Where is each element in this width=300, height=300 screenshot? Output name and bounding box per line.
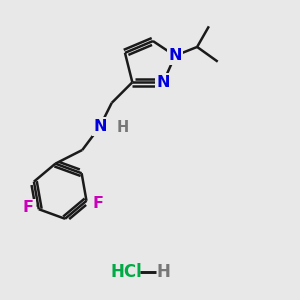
Text: HCl: HCl	[111, 263, 142, 281]
Text: N: N	[157, 75, 170, 90]
Text: F: F	[23, 200, 34, 215]
Text: H: H	[156, 263, 170, 281]
Text: H: H	[116, 120, 128, 135]
Text: N: N	[93, 119, 107, 134]
Text: N: N	[168, 48, 182, 63]
Text: F: F	[92, 196, 103, 211]
